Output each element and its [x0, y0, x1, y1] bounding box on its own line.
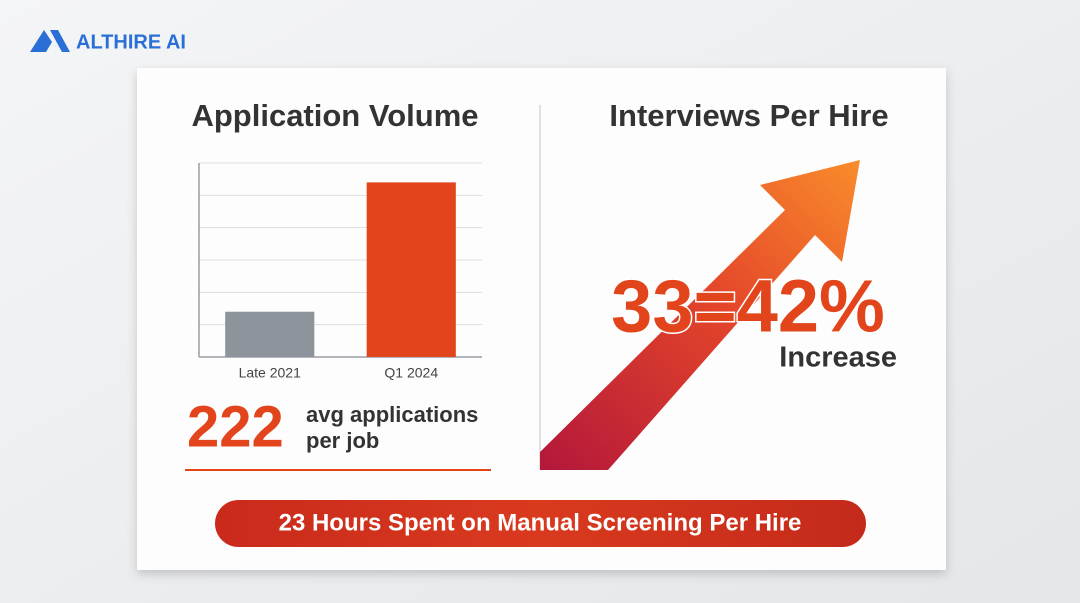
brand: ALTHIRE AI	[76, 31, 186, 53]
x-tick-label: Late 2021	[239, 365, 301, 381]
bar	[225, 311, 315, 357]
stat-label: avg applications	[306, 402, 478, 427]
stat-value: 222	[187, 394, 284, 459]
growth-arrow	[540, 160, 860, 470]
x-tick-label: Q1 2024	[384, 365, 438, 381]
logo: ALTHIRE AI	[30, 30, 186, 53]
interviews-title: Interviews Per Hire	[609, 98, 888, 133]
bar-chart: Late 2021 Q1 2024	[199, 162, 482, 381]
interviews-figure: 33=42%	[611, 265, 885, 348]
banner	[215, 500, 866, 547]
interviews-caption: Increase	[779, 342, 897, 374]
chart-title: Application Volume	[191, 98, 478, 133]
logo-icon	[30, 30, 70, 52]
banner-text: 23 Hours Spent on Manual Screening Per H…	[279, 509, 802, 536]
bar	[366, 182, 456, 357]
stat-label: per job	[306, 428, 379, 453]
